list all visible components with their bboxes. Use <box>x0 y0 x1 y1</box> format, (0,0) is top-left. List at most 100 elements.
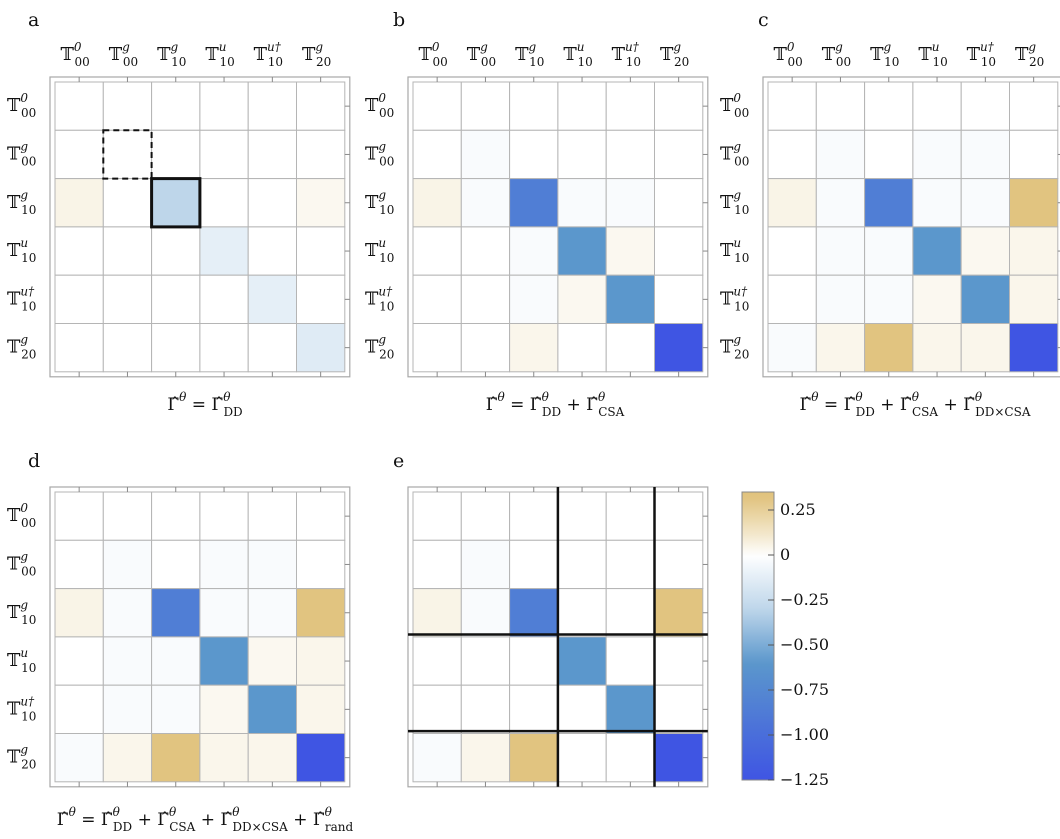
row-label: 𝕋0 00 <box>7 91 36 120</box>
row-label: 𝕋g 10 <box>7 598 36 627</box>
heatmap-cell <box>557 274 607 325</box>
heatmap-cell <box>460 684 511 735</box>
heatmap-cell <box>864 226 914 276</box>
colorbar-tick-label: −0.25 <box>780 590 829 609</box>
heatmap-cell <box>151 588 201 638</box>
row-label: 𝕋g 10 <box>7 188 36 217</box>
heatmap-cell <box>557 636 607 686</box>
plot-frame <box>762 76 1060 378</box>
heatmap-cell <box>912 178 962 228</box>
heatmap-cell <box>412 684 462 735</box>
heatmap-cell <box>460 129 511 180</box>
heatmap-cell <box>296 491 346 541</box>
solid-highlight <box>150 177 202 229</box>
heatmap-cell <box>509 539 559 590</box>
col-label: 𝕋u† 10 <box>612 40 641 69</box>
heatmap-cell <box>102 323 153 373</box>
heatmap-cell <box>1009 226 1059 276</box>
heatmap-cell <box>102 81 153 131</box>
col-label: 𝕋u† 10 <box>254 40 283 69</box>
heatmap-cell <box>412 81 462 131</box>
col-label: 𝕋u 10 <box>205 40 234 69</box>
heatmap-cell <box>102 226 153 276</box>
heatmap-cell <box>247 178 297 228</box>
heatmap-cell <box>412 226 462 276</box>
col-label: 𝕋u† 10 <box>967 40 996 69</box>
panel-formula: Γ̂θ = Γ̂θ DD + Γ̂θ CSA <box>486 390 625 419</box>
heatmap-cell <box>296 636 346 686</box>
heatmap-cell <box>509 636 559 686</box>
heatmap-cell <box>199 684 249 735</box>
row-label: 𝕋g 20 <box>365 333 394 362</box>
panel-formula: Γ̂θ = Γ̂θ DD + Γ̂θ CSA + Γ̂θ DD×CSA <box>799 390 1030 419</box>
colorbar-tick-label: −1.00 <box>780 725 829 744</box>
heatmap-cell <box>767 274 817 325</box>
colorbar-gradient <box>741 491 775 781</box>
heatmap-cell <box>509 129 559 180</box>
heatmap-cell <box>54 81 104 131</box>
heatmap-cell <box>557 588 607 638</box>
heatmap-cell <box>460 274 511 325</box>
heatmap-cell <box>557 323 607 373</box>
heatmap-cell <box>247 636 297 686</box>
heatmap-cell <box>509 81 559 131</box>
heatmap-cell <box>102 588 153 638</box>
heatmap-cell <box>199 226 249 276</box>
row-label: 𝕋u† 10 <box>7 284 36 313</box>
heatmap-cell <box>102 274 153 325</box>
heatmap-cell <box>557 491 607 541</box>
heatmap-cell <box>199 323 249 373</box>
heatmap-cell <box>102 129 153 180</box>
heatmap-cell <box>815 129 866 180</box>
row-label: 𝕋u 10 <box>720 236 749 265</box>
heatmap-cell <box>960 226 1011 276</box>
heatmap-cell <box>654 81 704 131</box>
heatmap-panel-b: b 𝕋0 00 𝕋g 00 𝕋g 10 𝕋u 10 𝕋u† 10 𝕋g 20 𝕋0 00 𝕋g 00 𝕋g 10 𝕋u… <box>365 9 709 419</box>
panel-letter: c <box>758 9 769 31</box>
dashed-highlight <box>102 129 153 180</box>
panel-formula: Γ̂θ = Γ̂θ DD + Γ̂θ CSA + Γ̂θ DD×CSA + Γ̂θ ra… <box>57 805 354 834</box>
heatmap-cell <box>296 588 346 638</box>
heatmap-cell <box>605 129 656 180</box>
heatmap-cell <box>247 274 297 325</box>
heatmap-cell <box>412 129 462 180</box>
row-label: 𝕋g 00 <box>720 139 749 168</box>
heatmap-cell <box>509 684 559 735</box>
heatmap-cell <box>960 323 1011 373</box>
heatmap-cell <box>296 539 346 590</box>
heatmap-cell <box>102 491 153 541</box>
heatmap-cell <box>412 178 462 228</box>
heatmap-cell <box>815 81 866 131</box>
heatmap-cell <box>412 491 462 541</box>
col-label: 𝕋g 00 <box>822 40 851 69</box>
heatmap-cell <box>412 539 462 590</box>
heatmap-cell <box>460 178 511 228</box>
panel-formula: Γ̂θ = Γ̂θ DD <box>167 390 242 419</box>
heatmap-cell <box>509 274 559 325</box>
heatmap-cell <box>151 178 201 228</box>
heatmap-cell <box>102 733 153 783</box>
heatmap-cell <box>557 129 607 180</box>
heatmap-cell <box>296 178 346 228</box>
col-label: 𝕋g 10 <box>515 40 544 69</box>
heatmap-cell <box>605 274 656 325</box>
row-label: 𝕋0 00 <box>720 91 749 120</box>
heatmap-cell <box>54 491 104 541</box>
heatmap-cell <box>54 226 104 276</box>
plot-frame <box>49 486 351 788</box>
heatmap-cell <box>557 226 607 276</box>
heatmap-cell <box>654 226 704 276</box>
heatmap-cell <box>1009 323 1059 373</box>
heatmap-cell <box>460 733 511 783</box>
heatmap-cell <box>102 636 153 686</box>
heatmap-cell <box>199 491 249 541</box>
heatmap-cell <box>605 636 656 686</box>
heatmap-cell <box>199 274 249 325</box>
heatmap-cell <box>654 539 704 590</box>
heatmap-cell <box>102 178 153 228</box>
heatmap-cell <box>605 588 656 638</box>
heatmap-cell <box>509 491 559 541</box>
heatmap-cell <box>767 81 817 131</box>
heatmap-cell <box>460 539 511 590</box>
